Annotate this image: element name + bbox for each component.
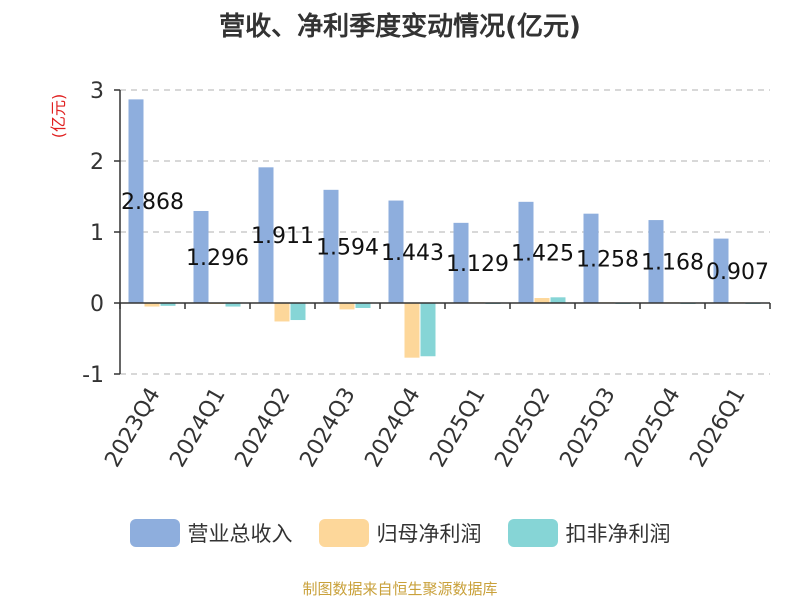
bar-1-2024Q4 <box>404 303 420 358</box>
bar-2-2024Q4 <box>420 303 436 357</box>
x-tick-label: 2024Q4 <box>360 384 425 472</box>
x-tick-label: 2024Q1 <box>165 384 230 472</box>
bar-1-2023Q4 <box>144 303 160 307</box>
axes <box>114 89 771 375</box>
y-tick-label: -1 <box>82 363 104 388</box>
y-tick-label: 0 <box>90 292 104 317</box>
legend-label: 扣非净利润 <box>565 522 671 546</box>
bar-2-2024Q1 <box>225 303 241 307</box>
bar-0-2024Q3 <box>323 189 339 303</box>
bar-0-2025Q1 <box>453 222 469 303</box>
source-note: 制图数据来自恒生聚源数据库 <box>302 580 498 598</box>
bar-0-2025Q2 <box>518 201 534 303</box>
legend-label: 归母净利润 <box>376 522 482 546</box>
data-label: 1.425 <box>511 241 574 266</box>
x-tick-label: 2023Q4 <box>100 384 165 472</box>
bars <box>128 99 761 358</box>
bar-2-2024Q3 <box>355 303 371 308</box>
bar-2-2023Q4 <box>160 303 176 306</box>
legend-swatch <box>129 519 180 547</box>
data-label: 1.443 <box>381 241 444 266</box>
grid-lines <box>120 89 770 375</box>
x-tick-label: 2024Q3 <box>295 384 360 472</box>
data-label: 1.258 <box>576 247 639 272</box>
y-tick-label: 3 <box>90 79 104 104</box>
data-label: 0.907 <box>706 260 769 285</box>
y-tick-label: 2 <box>90 150 104 175</box>
legend-item[interactable]: 归母净利润 <box>318 518 482 548</box>
data-label: 1.129 <box>446 252 509 277</box>
bar-0-2023Q4 <box>128 99 144 303</box>
bar-1-2024Q3 <box>339 303 355 310</box>
chart-title: 营收、净利季度变动情况(亿元) <box>219 12 581 42</box>
bar-0-2024Q4 <box>388 200 404 303</box>
data-label: 2.868 <box>121 190 184 215</box>
y-tick-label: 1 <box>90 221 104 246</box>
data-label: 1.911 <box>251 224 314 249</box>
data-label: 1.168 <box>641 251 704 276</box>
bar-0-2025Q4 <box>648 220 664 303</box>
y-axis-label: (亿元) <box>49 94 68 139</box>
legend-swatch <box>318 519 369 547</box>
legend-item[interactable]: 营业总收入 <box>129 518 293 548</box>
bar-0-2026Q1 <box>713 238 729 303</box>
x-tick-label: 2025Q4 <box>620 384 685 472</box>
data-label: 1.594 <box>316 235 379 260</box>
bar-0-2025Q3 <box>583 213 599 303</box>
x-tick-label: 2026Q1 <box>685 384 750 472</box>
legend-item[interactable]: 扣非净利润 <box>507 518 671 548</box>
legend: 营业总收入 归母净利润 扣非净利润 <box>0 518 800 548</box>
bar-1-2025Q2 <box>534 298 550 303</box>
legend-label: 营业总收入 <box>187 522 293 546</box>
data-label: 1.296 <box>186 246 249 271</box>
x-tick-label: 2025Q2 <box>490 384 555 472</box>
x-tick-label: 2025Q3 <box>555 384 620 472</box>
labels: -1 0 1 2 3 (亿元) 2023Q4 2024Q1 2024Q2 2024Q3 2024Q4… <box>49 79 769 472</box>
legend-swatch <box>507 519 558 547</box>
bar-2-2024Q2 <box>290 303 306 321</box>
bar-1-2024Q2 <box>274 303 290 322</box>
x-tick-label: 2024Q2 <box>230 384 295 472</box>
bar-0-2024Q2 <box>258 167 274 303</box>
bar-2-2025Q2 <box>550 297 566 303</box>
x-tick-label: 2025Q1 <box>425 384 490 472</box>
bar-0-2024Q1 <box>193 210 209 303</box>
